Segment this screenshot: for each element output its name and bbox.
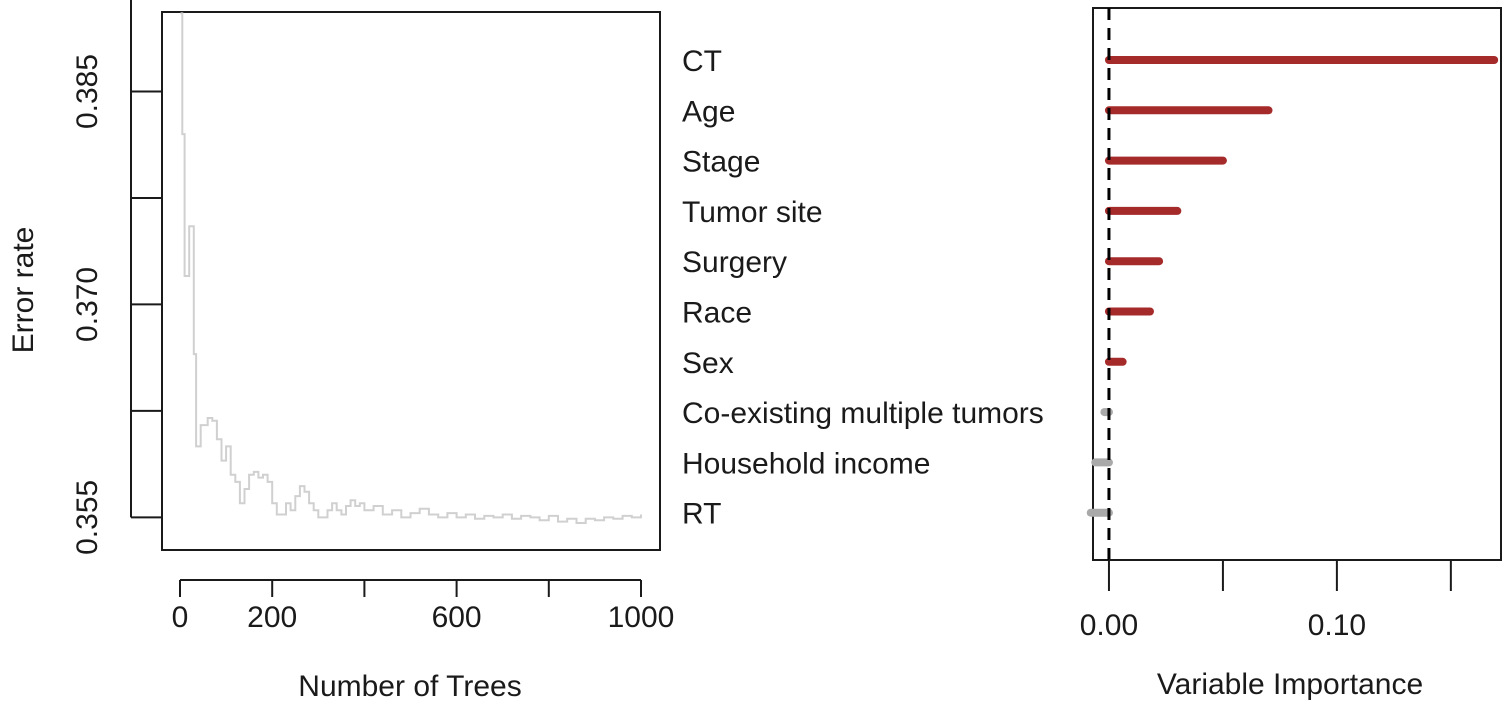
x-tick-label: 600 [432,601,482,634]
variable-label: Surgery [682,246,787,279]
error-rate-x-axis-label: Number of Trees [298,670,521,703]
importance-plot-frame [1092,7,1502,561]
y-tick-label: 0.370 [71,267,104,342]
variable-label: Age [682,95,735,128]
y-tick-label: 0.355 [71,480,104,555]
x-tick-label: 1000 [608,601,675,634]
variable-label: Stage [682,146,760,179]
importance-x-tick-label: 0.10 [1308,609,1366,642]
x-tick-label: 200 [247,601,297,634]
error-rate-series-line [180,12,642,524]
y-tick-label: 0.385 [71,54,104,129]
variable-label: Sex [682,347,734,380]
variable-label: RT [682,498,721,531]
x-tick-label: 0 [172,601,189,634]
importance-bars [1086,56,1499,517]
error-rate-panel: 0 200 600 1000 0.355 0.370 0.385 Number of Tr… [7,0,674,703]
variable-label: Household income [682,447,930,480]
error-rate-plot-frame [161,11,661,551]
error-rate-y-axis: 0.355 0.370 0.385 [71,0,162,555]
variable-name-labels: CT Age Stage Tumor site Surgery Race Sex Co-exi… [682,45,1044,531]
importance-x-tick-label: 0.00 [1080,609,1138,642]
variable-label: Tumor site [682,196,823,229]
error-rate-x-axis: 0 200 600 1000 [172,579,675,634]
variable-label: Co-existing multiple tumors [682,397,1044,430]
variable-label: CT [682,45,722,78]
importance-x-axis: 0.00 0.10 [1080,559,1452,642]
importance-x-axis-label: Variable Importance [1157,668,1423,701]
variable-label: Race [682,297,752,330]
error-rate-y-axis-label: Error rate [7,227,40,354]
variable-importance-panel: CT Age Stage Tumor site Surgery Race Sex Co-exi… [682,7,1502,701]
